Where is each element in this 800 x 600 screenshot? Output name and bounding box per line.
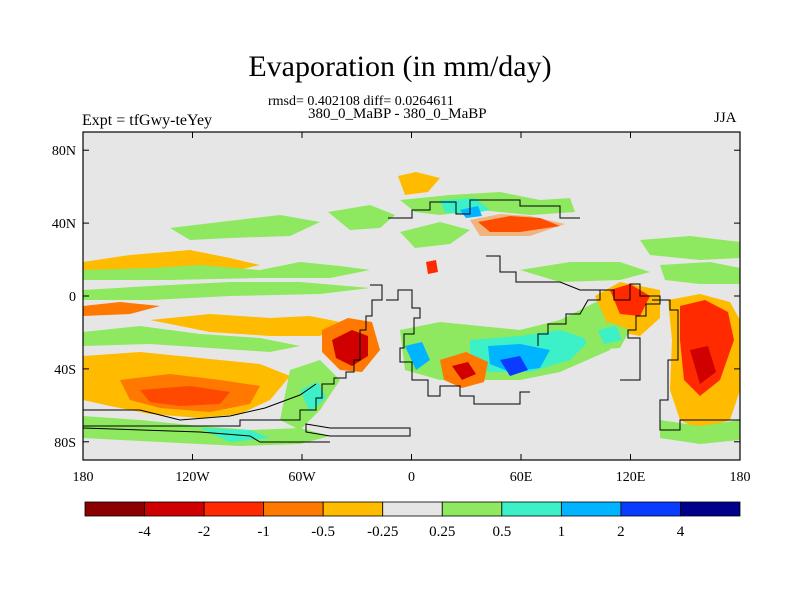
chart-subtitle-stats: rmsd= 0.402108 diff= 0.0264611 [268, 94, 454, 109]
field-darkblue-indian-ocean [500, 356, 528, 376]
field-green-central-africa [400, 222, 470, 248]
colorbar-swatch [620, 501, 681, 517]
field-green-pacific-east [640, 236, 740, 260]
field-orange-arctic [398, 172, 440, 195]
y-tick-label: 40N [52, 217, 76, 232]
left-label: Expt = tfGwy-teYey [82, 112, 213, 129]
colorbar-swatch [501, 501, 562, 517]
field-cyan-indonesia [598, 326, 622, 344]
field-green-east [520, 262, 650, 282]
field-darkred-australia [690, 346, 716, 384]
y-axis: 80N 40N 0 40S 80S [52, 144, 740, 451]
colorbar-tick-label: -0.5 [311, 524, 335, 540]
coastline-australia [652, 299, 740, 431]
x-tick-label: 180 [730, 470, 751, 485]
field-red-east-asia [478, 216, 560, 232]
field-red-south-pacific [140, 386, 230, 406]
colorbar-tick-label: 0.25 [429, 524, 455, 540]
field-blue-africa [405, 342, 430, 370]
field-orange-east-asia [470, 214, 565, 236]
field-green-north-atlantic [328, 205, 395, 230]
field-green-equator-band [83, 282, 370, 300]
field-green-southern-pacific [83, 326, 300, 352]
coastlines [82, 199, 740, 443]
field-green-tropics-east [660, 262, 740, 284]
colorbar-swatch [441, 501, 503, 517]
field-blue-eurasia [460, 206, 482, 218]
chart-subtitle-experiment: 380_0_MaBP - 380_0_MaBP [308, 106, 487, 122]
colorbar-tick-label: -2 [198, 524, 211, 540]
coastline-antarctica-east [305, 423, 411, 437]
colorbar-swatch [322, 501, 384, 517]
x-tick-label: 120W [175, 470, 210, 485]
colorbar-swatch [84, 501, 145, 517]
coastline-africa [386, 289, 530, 405]
field-orange-equator-west [83, 302, 160, 316]
x-tick-label: 180 [73, 470, 94, 485]
chart-title: Evaporation (in mm/day) [248, 50, 552, 83]
x-tick-label: 60E [510, 470, 533, 485]
coastline-eurasia [388, 199, 580, 219]
colorbar-tick-label: -0.25 [367, 524, 398, 540]
y-tick-label: 80S [54, 436, 76, 451]
colorbar-swatch [680, 501, 741, 517]
colorbar-tick-label: 0.5 [492, 524, 511, 540]
colorbar-swatch [382, 501, 443, 517]
field-red-africa [452, 362, 476, 380]
season-label: JJA [714, 110, 737, 126]
y-tick-label: 0 [69, 290, 76, 305]
field-green-eurasia [400, 192, 575, 215]
anomaly-field [83, 172, 740, 446]
x-tick-label: 120E [616, 470, 646, 485]
x-tick-label: 0 [408, 470, 415, 485]
x-tick-label: 60W [288, 470, 316, 485]
field-green-band-north [83, 262, 370, 280]
colorbar-tick-label: -4 [138, 524, 151, 540]
coastline-asia-south [486, 255, 601, 346]
field-green-band-ne [170, 215, 320, 240]
field-cyan-atlantic [300, 382, 326, 412]
coastline-antarctica [83, 383, 317, 421]
colorbar-tick-label: -1 [257, 524, 270, 540]
field-red-spot-africa [426, 260, 438, 274]
colorbar-swatch [560, 501, 622, 517]
colorbar-tick-label: 2 [617, 524, 625, 540]
colorbar-tick-label: 4 [677, 524, 685, 540]
colorbar-swatch [203, 501, 265, 517]
field-red-brazil [332, 330, 368, 366]
colorbar-swatch [144, 501, 205, 517]
colorbar-tick-label: 1 [558, 524, 566, 540]
x-axis: 180 120W 60W 0 60E 120E 180 [73, 132, 751, 485]
coastline-south-america [83, 284, 383, 427]
colorbar: -4 -2 -1 -0.5 -0.25 0.25 0.5 1 2 4 [84, 501, 741, 540]
coastline-southeast-asia [600, 283, 661, 381]
field-orange-equator-central [150, 314, 340, 336]
y-tick-label: 40S [54, 363, 76, 378]
colorbar-swatch [263, 501, 324, 517]
y-tick-label: 80N [52, 144, 76, 159]
coastline-antarctica-south [82, 427, 330, 443]
